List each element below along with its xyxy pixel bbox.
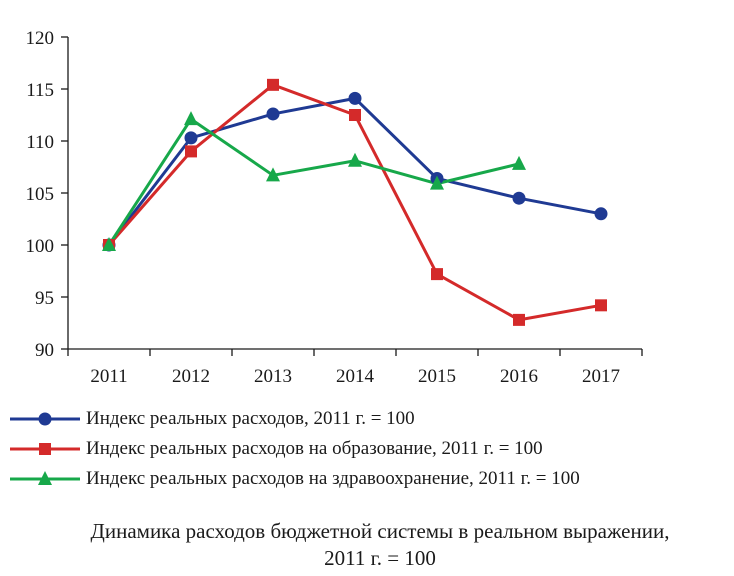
y-tick-label: 105 [26, 184, 55, 205]
series-0-point [594, 207, 608, 221]
series-0-point [348, 91, 362, 105]
legend-label-healthcare: Индекс реальных расходов на здравоохране… [86, 468, 580, 489]
series-0-point [512, 191, 526, 205]
series-1-point [267, 78, 279, 91]
series-2-point [184, 111, 198, 126]
series-0-point [266, 107, 280, 121]
series-2-point [430, 175, 444, 190]
x-tick-label: 2015 [418, 366, 456, 387]
legend-swatch-triangle-icon [10, 469, 80, 489]
legend-item-healthcare: Индекс реальных расходов на здравоохране… [10, 464, 580, 494]
series-0-point [184, 131, 198, 145]
x-tick-label: 2014 [336, 366, 375, 387]
series-2-point [102, 237, 116, 251]
x-tick-label: 2012 [172, 366, 210, 387]
x-tick-label: 2017 [582, 366, 620, 387]
series-1-point [595, 299, 607, 312]
y-tick-label: 95 [35, 288, 54, 309]
series-2-point [512, 155, 526, 170]
series-1-point [185, 145, 197, 158]
chart-title-line-1: Динамика расходов бюджетной системы в ре… [90, 519, 670, 543]
legend: Индекс реальных расходов, 2011 г. = 100 … [10, 404, 580, 494]
series-1-point [513, 313, 525, 326]
x-tick-label: 2011 [90, 366, 127, 387]
legend-label-education: Индекс реальных расходов на образование,… [86, 438, 543, 459]
series-line-2 [107, 117, 520, 246]
legend-swatch-circle-icon [10, 409, 80, 429]
chart-title-line-2: 2011 г. = 100 [324, 546, 436, 570]
y-tick-label: 115 [26, 80, 54, 101]
series-1-point [349, 109, 361, 121]
y-tick-label: 110 [26, 132, 54, 153]
series-2-point [348, 152, 362, 167]
x-tick-label: 2013 [254, 366, 292, 387]
legend-item-total: Индекс реальных расходов, 2011 г. = 100 [10, 404, 580, 434]
legend-swatch-square-icon [10, 439, 80, 459]
chart-title: Динамика расходов бюджетной системы в ре… [0, 518, 734, 572]
legend-label-total: Индекс реальных расходов, 2011 г. = 100 [86, 408, 415, 429]
y-tick-label: 120 [26, 28, 55, 49]
series-2-point [266, 167, 280, 182]
y-tick-label: 90 [35, 340, 54, 361]
line-chart: 90 95 100 105 110 115 120 2011 2012 2013 2014 2015 2… [26, 28, 643, 387]
y-tick-label: 100 [26, 236, 55, 257]
series-1-point [431, 268, 443, 281]
x-tick-label: 2016 [500, 366, 538, 387]
legend-item-education: Индекс реальных расходов на образование,… [10, 434, 580, 464]
